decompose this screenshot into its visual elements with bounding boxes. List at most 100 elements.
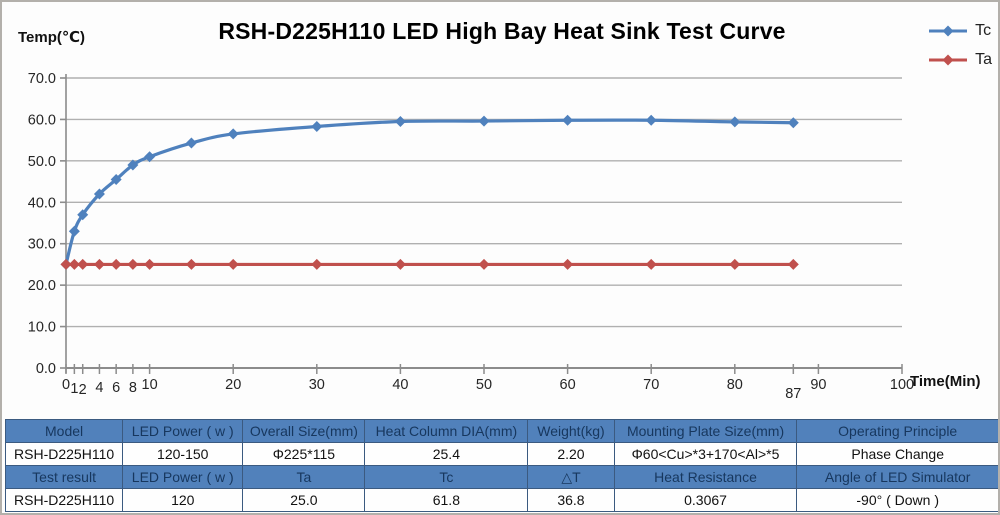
svg-text:1: 1: [70, 381, 78, 397]
table-cell: 120-150: [122, 442, 244, 466]
table-cell: 61.8: [364, 488, 529, 512]
ta-data-marker: [60, 258, 72, 270]
tc-data-marker: [185, 137, 197, 149]
svg-text:60: 60: [560, 377, 576, 393]
tc-line-swatch-icon: [929, 25, 968, 37]
y-axis-title: Temp(℃): [18, 29, 86, 46]
table-cell: 36.8: [527, 488, 615, 512]
table-header-cell: Tc: [364, 465, 529, 489]
table-header-cell: Mounting Plate Size(mm): [613, 419, 798, 443]
ta-data-marker: [144, 258, 156, 270]
ta-data-marker: [729, 258, 741, 270]
table-cell: 2.20: [527, 442, 615, 466]
x-axis-title: Time(Min): [910, 373, 981, 390]
ta-data-marker: [562, 258, 574, 270]
ta-data-marker: [185, 258, 197, 270]
legend-label-tc: Tc: [975, 22, 992, 39]
tc-data-marker: [394, 116, 406, 127]
table-header-cell: Operating Principle: [796, 419, 998, 443]
table-header-cell: Model: [4, 419, 124, 443]
svg-text:87: 87: [785, 386, 801, 402]
svg-text:20.0: 20.0: [28, 278, 56, 294]
svg-text:40.0: 40.0: [28, 195, 56, 211]
tc-data-marker: [562, 114, 574, 126]
chart-title: RSH-D225H110 LED High Bay Heat Sink Test…: [218, 18, 786, 44]
table-header-cell: Heat Resistance: [613, 465, 798, 489]
svg-text:100: 100: [890, 377, 914, 393]
svg-text:70.0: 70.0: [28, 71, 56, 87]
table-header-cell: LED Power ( w ): [122, 465, 244, 489]
tc-data-marker: [729, 116, 741, 128]
svg-text:40: 40: [392, 377, 408, 393]
table-header-cell: Heat Column DIA(mm): [364, 419, 529, 443]
ta-data-marker: [110, 258, 122, 270]
svg-text:2: 2: [79, 382, 87, 398]
ta-data-marker: [127, 258, 139, 270]
ta-data-marker: [787, 258, 799, 270]
svg-text:8: 8: [129, 380, 137, 396]
ta-data-marker: [227, 258, 239, 270]
table-header-cell: Weight(kg): [527, 419, 615, 443]
table-cell: Phase Change: [796, 442, 998, 466]
y-tick-labels: 0.0 10.0 20.0 30.0 40.0 50.0 60.0 70.0: [28, 71, 66, 377]
x-tick-labels: 0 1 2 4 6 8 10 20 30 40 50 60 70 80 87 90 100: [62, 364, 914, 402]
svg-text:50: 50: [476, 377, 492, 393]
svg-text:70: 70: [643, 377, 659, 393]
table-cell: 25.0: [242, 488, 366, 512]
table-row-model-data: RSH-D225H110 120-150 Φ225*115 25.4 2.20 …: [4, 442, 998, 466]
table-row-model-header: Model LED Power ( w ) Overall Size(mm) H…: [4, 419, 998, 443]
ta-data-marker: [68, 258, 80, 270]
ta-data-marker: [77, 258, 89, 270]
table-header-cell: △T: [527, 465, 615, 489]
tc-data-marker: [127, 159, 139, 171]
tc-series-line: [64, 118, 795, 267]
table-header-cell: Angle of LED Simulator: [796, 465, 998, 489]
legend: Tc Ta: [928, 22, 992, 69]
table-cell: RSH-D225H110: [4, 442, 124, 466]
tc-data-marker: [311, 120, 323, 132]
svg-text:90: 90: [810, 377, 826, 393]
chart-plot: 0.0 10.0 20.0 30.0 40.0 50.0 60.0 70.0 0 1 2 4 6 8 10 2…: [28, 71, 914, 402]
tc-data-marker: [227, 128, 239, 140]
svg-text:4: 4: [95, 380, 103, 396]
svg-text:10.0: 10.0: [28, 320, 56, 336]
gridlines: [66, 77, 902, 328]
tc-data-marker: [77, 209, 89, 221]
tc-data-marker: [787, 117, 799, 129]
ta-data-marker: [478, 258, 490, 270]
svg-text:30: 30: [309, 377, 325, 393]
spec-table: Model LED Power ( w ) Overall Size(mm) H…: [4, 419, 998, 512]
svg-text:20: 20: [225, 377, 241, 393]
legend-label-ta: Ta: [975, 51, 992, 68]
ta-data-marker: [311, 258, 323, 270]
ta-data-marker: [645, 258, 657, 270]
table-header-cell: Ta: [242, 465, 366, 489]
table-cell: RSH-D225H110: [4, 488, 124, 512]
tc-data-marker: [93, 188, 105, 200]
ta-series: [60, 258, 799, 270]
legend-item-tc: Tc: [928, 22, 992, 40]
legend-item-ta: Ta: [928, 51, 992, 69]
tc-data-marker: [478, 115, 490, 127]
svg-text:10: 10: [142, 377, 158, 393]
chart-area: 0.0 10.0 20.0 30.0 40.0 50.0 60.0 70.0 0 1 2 4 6 8 10 2…: [2, 2, 998, 416]
ta-data-marker: [394, 258, 406, 270]
table-row-result-data: RSH-D225H110 120 25.0 61.8 36.8 0.3067 -…: [4, 488, 998, 512]
table-row-result-header: Test result LED Power ( w ) Ta Tc △T Hea…: [4, 465, 998, 489]
svg-text:0.0: 0.0: [36, 361, 56, 377]
table-cell: -90° ( Down ): [796, 488, 998, 512]
svg-text:80: 80: [727, 377, 743, 393]
svg-text:6: 6: [112, 380, 120, 396]
tc-series: [60, 114, 799, 270]
table-header-cell: Test result: [4, 465, 124, 489]
table-cell: 0.3067: [613, 488, 798, 512]
table-header-cell: Overall Size(mm): [242, 419, 366, 443]
table-cell: 120: [122, 488, 244, 512]
table-header-cell: LED Power ( w ): [122, 419, 244, 443]
tc-data-marker: [110, 174, 122, 185]
tc-data-marker: [68, 225, 80, 237]
tc-data-marker: [144, 151, 156, 163]
ta-line-swatch-icon: [929, 54, 968, 66]
svg-text:30.0: 30.0: [28, 237, 56, 253]
